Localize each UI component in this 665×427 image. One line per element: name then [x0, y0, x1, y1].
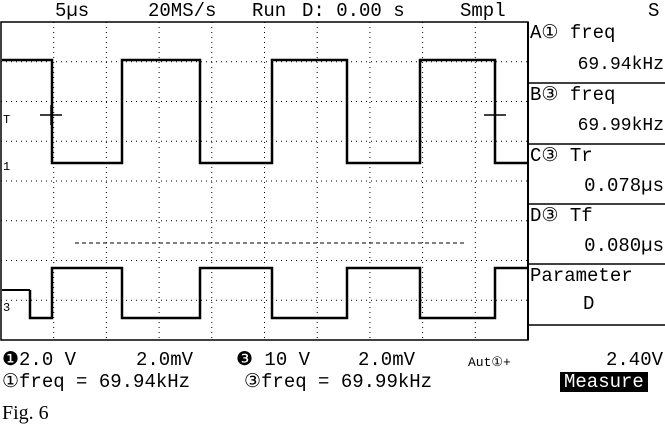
acq-mode: Smpl	[460, 0, 506, 22]
param-label: Parameter	[530, 265, 633, 287]
channel-3-wave	[28, 266, 528, 320]
meas-label: A① freq	[530, 22, 616, 44]
ch3-marker: 3	[3, 301, 11, 315]
trigger-level-value: 2.40V	[605, 349, 663, 371]
scope-screen	[0, 21, 665, 341]
trigger-marker: T	[3, 113, 11, 127]
ch1-marker: 1	[3, 160, 11, 174]
meas-label: D③ Tf	[530, 205, 593, 227]
menu-title: Measure	[560, 372, 648, 392]
delay: D: 0.00 s	[302, 0, 405, 22]
ch3-scale: ❸ 10 V	[236, 349, 311, 371]
status-letter: S	[648, 0, 660, 22]
readout: ③freq = 69.99kHz	[244, 371, 433, 393]
cursor-marks	[40, 105, 506, 125]
run-state: Run	[252, 0, 287, 22]
meas-value: 69.94kHz	[577, 55, 664, 75]
meas-value: 0.080µs	[584, 235, 664, 257]
caption: Fig. 6	[2, 402, 49, 424]
trigger-mode: Aut①+	[468, 355, 511, 370]
meas-value: 0.078µs	[584, 175, 664, 197]
ch1-scale: ❶2.0 V	[2, 349, 77, 371]
param-value: D	[583, 293, 595, 315]
ch1-offset: 2.0mV	[136, 349, 194, 371]
timebase: 5µs	[55, 0, 90, 22]
sample-rate: 20MS/s	[148, 0, 217, 22]
meas-label: B③ freq	[530, 84, 616, 106]
ch3-offset: 2.0mV	[358, 349, 416, 371]
grid	[1, 22, 528, 340]
channel-1-wave	[2, 58, 528, 165]
meas-label: C③ Tr	[530, 145, 593, 167]
readout: ①freq = 69.94kHz	[2, 371, 191, 393]
meas-value: 69.99kHz	[577, 116, 664, 136]
panel-separators	[528, 82, 665, 326]
